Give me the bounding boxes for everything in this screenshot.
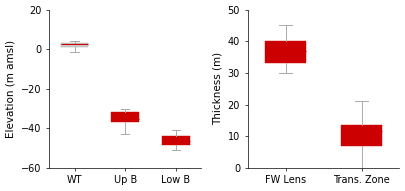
Y-axis label: Elevation (m amsl): Elevation (m amsl) [6,40,15,138]
Bar [61,43,88,47]
Y-axis label: Thickness (m): Thickness (m) [212,52,222,125]
Bar [265,41,307,63]
Bar [162,136,190,145]
Bar [111,112,139,122]
Bar [341,125,382,146]
